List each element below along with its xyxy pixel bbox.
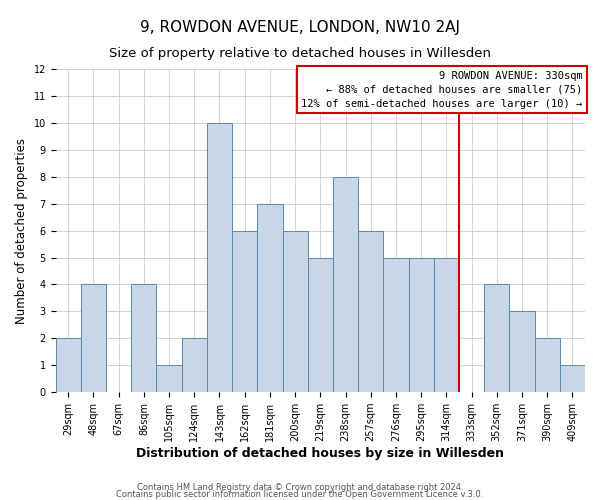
Text: 9 ROWDON AVENUE: 330sqm
← 88% of detached houses are smaller (75)
12% of semi-de: 9 ROWDON AVENUE: 330sqm ← 88% of detache… <box>301 70 583 108</box>
Bar <box>56 338 81 392</box>
Bar <box>333 176 358 392</box>
Bar <box>81 284 106 392</box>
Bar <box>232 230 257 392</box>
Bar <box>207 123 232 392</box>
Bar <box>131 284 157 392</box>
Bar <box>308 258 333 392</box>
Text: Contains HM Land Registry data © Crown copyright and database right 2024.: Contains HM Land Registry data © Crown c… <box>137 484 463 492</box>
Bar <box>283 230 308 392</box>
Bar <box>484 284 509 392</box>
Text: 9, ROWDON AVENUE, LONDON, NW10 2AJ: 9, ROWDON AVENUE, LONDON, NW10 2AJ <box>140 20 460 35</box>
Bar <box>157 366 182 392</box>
Bar <box>257 204 283 392</box>
Text: Contains public sector information licensed under the Open Government Licence v.: Contains public sector information licen… <box>116 490 484 499</box>
Text: Size of property relative to detached houses in Willesden: Size of property relative to detached ho… <box>109 48 491 60</box>
X-axis label: Distribution of detached houses by size in Willesden: Distribution of detached houses by size … <box>136 447 505 460</box>
Bar <box>535 338 560 392</box>
Bar <box>434 258 459 392</box>
Bar <box>509 312 535 392</box>
Bar <box>383 258 409 392</box>
Bar <box>182 338 207 392</box>
Bar <box>560 366 585 392</box>
Bar <box>409 258 434 392</box>
Bar <box>358 230 383 392</box>
Y-axis label: Number of detached properties: Number of detached properties <box>15 138 28 324</box>
